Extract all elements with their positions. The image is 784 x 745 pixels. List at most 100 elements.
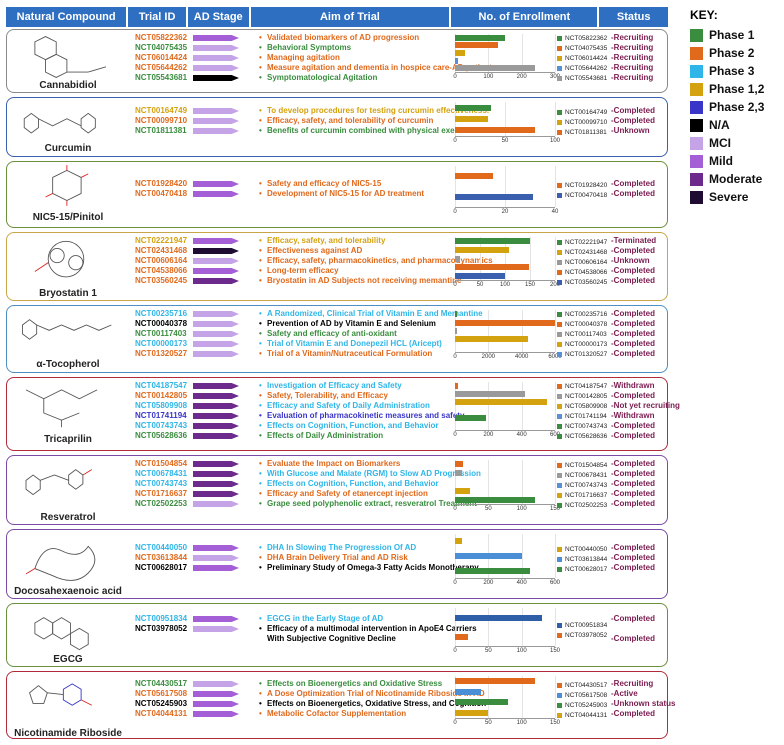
trial-id[interactable]: NCT04538066: [135, 266, 188, 275]
trial-id[interactable]: NCT05245903: [135, 699, 188, 708]
enrollment-legend-item: NCT00743743: [557, 480, 607, 490]
trial-id[interactable]: NCT01928420: [135, 179, 188, 188]
stage-arrow: [193, 236, 239, 246]
trial-id[interactable]: NCT00164749: [135, 106, 188, 115]
trial-id[interactable]: NCT01741194: [135, 411, 187, 420]
bullet-icon: •: [259, 319, 262, 328]
trial-id[interactable]: NCT01504854: [135, 459, 188, 468]
trial-id[interactable]: NCT01811381: [135, 126, 187, 135]
key-swatch: [690, 172, 703, 186]
trial-status: -Completed: [611, 276, 655, 285]
stage-arrow: [193, 489, 239, 499]
chart-tick-label: 50: [484, 648, 492, 654]
trial-id[interactable]: NCT02502253: [135, 499, 188, 508]
trial-aim-text: With Glucose and Malate (RGM) to Slow AD…: [267, 469, 481, 478]
legend-swatch: [557, 65, 562, 71]
trial-status: -Completed: [611, 709, 655, 718]
trial-id[interactable]: NCT00440050: [135, 543, 188, 552]
legend-swatch: [557, 502, 562, 508]
trial-status: -Unknown status: [611, 699, 676, 708]
trial-status: -Terminated: [611, 236, 657, 245]
trial-id[interactable]: NCT04044131: [135, 709, 188, 718]
key-item: MCI: [690, 134, 764, 152]
trial-id[interactable]: NCT00040378: [135, 319, 188, 328]
legend-label: NCT00235716: [565, 310, 608, 318]
chart-gridline: [555, 166, 556, 207]
trial-id[interactable]: NCT02221947: [135, 236, 188, 245]
chart-tick-label: 0: [453, 138, 457, 144]
enrollment-legend-item: NCT01741194: [557, 411, 607, 421]
trial-id[interactable]: NCT00142805: [135, 391, 188, 400]
trial-id[interactable]: NCT01320527: [135, 349, 188, 358]
trial-id[interactable]: NCT00743743: [135, 479, 188, 488]
trial-status: -Completed: [611, 459, 655, 468]
key-item: Phase 2,3: [690, 98, 764, 116]
bullet-icon: •: [259, 339, 262, 348]
trial-id[interactable]: NCT00628017: [135, 563, 188, 572]
enrollment-bar: [455, 193, 533, 200]
trial-id[interactable]: NCT00000173: [135, 339, 188, 348]
trial-status: -Unknown: [611, 256, 650, 265]
trial-id[interactable]: NCT00117403: [135, 329, 187, 338]
enrollment-chart: 0 50 100 150: [453, 460, 560, 520]
key-label: Phase 2: [709, 46, 755, 60]
trial-id[interactable]: NCT03560245: [135, 276, 188, 285]
legend-label: NCT00142805: [565, 392, 608, 400]
trial-id[interactable]: NCT01716637: [135, 489, 188, 498]
trial-id[interactable]: NCT06014424: [135, 53, 188, 62]
enrollment-chart: 0 50 100: [453, 102, 560, 152]
key-title: KEY:: [690, 8, 718, 22]
compound-row: Tricaprilin NCT04187547 NCT00142805 NCT0580…: [6, 377, 680, 451]
chart-gridline: [455, 166, 456, 207]
trial-status: -Completed: [611, 116, 655, 125]
ad-stages: [193, 614, 239, 644]
chart-tick-label: 200: [549, 282, 561, 288]
trial-id[interactable]: NCT03978052: [135, 624, 188, 633]
trial-id[interactable]: NCT05809908: [135, 401, 188, 410]
trial-id[interactable]: NCT00678431: [135, 469, 188, 478]
trial-id[interactable]: NCT00235716: [135, 309, 188, 318]
trial-id[interactable]: NCT04187547: [135, 381, 188, 390]
enrollment-legend: NCT02221947 NCT02431468 NCT00606164 NCT0453…: [557, 237, 607, 287]
trial-id[interactable]: NCT02431468: [135, 246, 188, 255]
enrollment-legend-item: NCT05809908: [557, 401, 607, 411]
trial-aim-text: Efficacy, safety, and tolerability of cu…: [267, 116, 434, 125]
trial-id[interactable]: NCT04430517: [135, 679, 188, 688]
legend-label: NCT00040378: [565, 320, 608, 328]
compound-name: Cannabidiol: [39, 80, 97, 91]
trial-aim-text: Efficacy, safety, pharmacokinetics, and …: [267, 256, 493, 265]
trial-id[interactable]: NCT05822362: [135, 33, 188, 42]
trial-aim-text: Development of NIC5-15 for AD treatment: [267, 189, 425, 198]
chart-tick-label: 150: [549, 648, 561, 654]
legend-swatch: [557, 119, 562, 125]
enrollment-bar: [455, 538, 462, 545]
trial-id[interactable]: NCT00099710: [135, 116, 188, 125]
trial-id[interactable]: NCT05628636: [135, 431, 188, 440]
trial-id[interactable]: NCT00606164: [135, 256, 188, 265]
trial-id[interactable]: NCT03613844: [135, 553, 188, 562]
trial-status: -Completed: [611, 431, 655, 440]
trial-id[interactable]: NCT00951834: [135, 614, 188, 623]
enrollment-legend-item: NCT01716637: [557, 490, 607, 500]
trial-aim: • Long-term efficacy: [259, 266, 493, 276]
compound-row: Bryostatin 1 NCT02221947 NCT02431468 NCT006…: [6, 232, 668, 301]
trial-id[interactable]: NCT05617508: [135, 689, 188, 698]
enrollment-bar: [455, 311, 458, 318]
enrollment-bar: [455, 553, 522, 559]
trial-id[interactable]: NCT00743743: [135, 421, 188, 430]
chart-axis: [455, 352, 555, 353]
trial-aim: • Grape seed polyphenolic extract, resver…: [259, 499, 481, 509]
chart-tick-label: 100: [483, 74, 494, 80]
trial-id[interactable]: NCT05543681: [135, 73, 188, 82]
stage-arrow-icon: [193, 471, 239, 477]
chart-tick-label: 4000: [514, 354, 529, 360]
chart-axis: [455, 646, 555, 647]
enrollment-bar: [455, 487, 471, 494]
trial-aim: • Effects on Cognition, Function, and Beh…: [259, 479, 481, 489]
stage-arrow: [193, 53, 239, 63]
trial-id[interactable]: NCT04075435: [135, 43, 188, 52]
trial-id[interactable]: NCT00470418: [135, 189, 188, 198]
chart-tick-label: 0: [453, 209, 457, 215]
chart-gridline: [521, 460, 523, 504]
trial-id[interactable]: NCT05644262: [135, 63, 188, 72]
